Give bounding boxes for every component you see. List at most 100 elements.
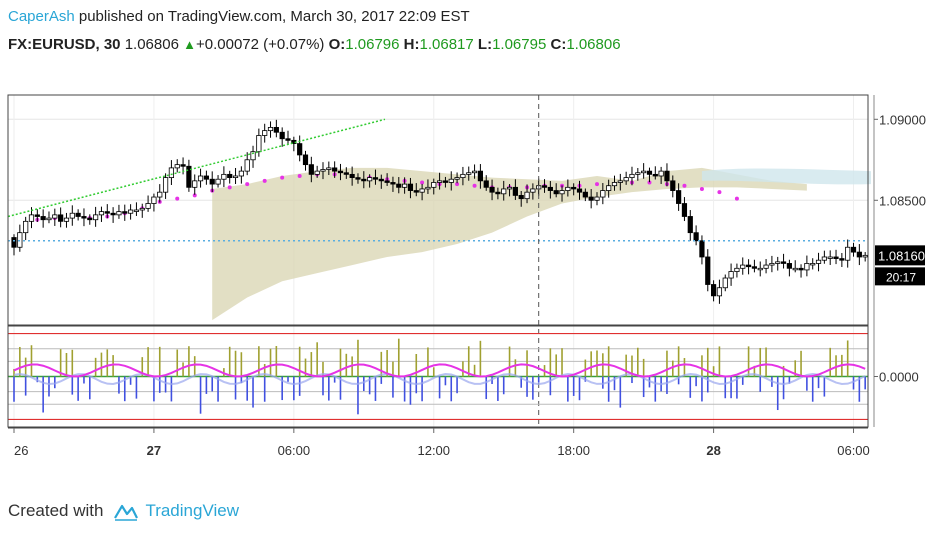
candle-body [186,165,192,188]
candle-body [769,263,775,266]
candle-body [34,214,40,217]
candle-body [745,264,752,268]
candle-body [23,220,29,234]
candle-body [699,240,705,258]
candle-body [565,186,571,191]
time-tick-label: 28 [706,443,720,458]
candle-body [180,164,186,167]
candle-body [297,143,303,156]
candle-body [436,180,443,183]
pane-frames [7,94,875,428]
ma-dot [297,173,302,178]
candle-body [58,214,64,222]
candle-body [775,261,781,264]
time-tick-label: 27 [147,443,161,458]
candle-body [40,216,46,221]
candle-body [728,271,734,279]
candle-body [629,173,635,179]
candle-body [635,172,641,175]
candle-body [856,251,862,258]
candle-body [209,178,215,185]
low-label: L: [477,36,493,53]
tradingview-brand-link[interactable]: TradingView [145,501,239,520]
candle-body [273,126,279,133]
candle-body [786,263,792,269]
candle-body [588,196,594,201]
oscillator-pane [8,332,868,421]
candle-body [267,126,274,132]
candle-body [676,190,682,204]
future-cloud-area [701,168,872,185]
last-price-label: 1.08160 [878,248,925,263]
candle-body [372,177,379,180]
candle-body [641,170,647,174]
candle-body [815,259,822,264]
candle-body [419,188,425,193]
candle-body [285,138,291,141]
price-change: +0.00072 (+0.07%) [195,36,325,53]
candle-body [489,186,495,193]
candle-body [87,217,93,221]
candle-body [658,170,664,177]
candle-body [693,232,699,242]
candle-body [687,216,693,234]
candle-body [810,263,816,266]
candlesticks [11,119,868,304]
candle-body [139,207,145,211]
osc-signal-line [13,372,866,386]
candle-body [93,214,99,221]
tradingview-logo-icon[interactable] [113,500,139,522]
ma-dot [682,183,687,188]
high-value: 1.06817 [419,36,474,53]
candle-body [495,191,501,195]
candle-body [28,214,35,222]
ma-dot [262,178,267,183]
candle-body [343,172,349,175]
candle-body [431,182,437,188]
candle-body [751,266,758,269]
open-value: 1.06796 [345,36,400,53]
candle-body [512,186,518,196]
candle-body [232,175,239,179]
candle-body [652,173,658,177]
candle-body [162,177,169,193]
candle-body [646,170,653,175]
candle-body [133,209,140,212]
candle-body [845,246,851,261]
author-link[interactable]: CaperAsh [8,8,75,25]
candle-body [606,185,612,191]
candle-body [81,216,87,219]
close-label: C: [550,36,567,53]
high-label: H: [403,36,420,53]
candle-body [145,203,151,209]
ma-dot [717,190,722,195]
candle-body [711,284,717,297]
candle-body [471,170,478,174]
ma-dot [192,193,197,198]
candle-body [413,190,419,193]
candle-body [734,267,740,272]
candle-body [320,169,326,172]
published-text: published on TradingView.com, March 30, … [74,8,470,25]
candle-body [262,130,268,136]
time-tick-label: 06:00 [837,443,870,458]
ma-dot [472,183,477,188]
candle-body [611,182,618,187]
candle-body [454,177,460,180]
publish-line: CaperAsh published on TradingView.com, M… [8,8,470,25]
candle-body [390,182,396,185]
candle-body [530,188,536,193]
ma-dot [734,196,739,201]
candle-body [553,190,559,195]
countdown-box [875,267,925,286]
candle-body [349,173,355,179]
ichimoku-cloud [212,167,872,321]
candle-body [716,287,723,297]
candle-body [466,172,472,175]
candle-body [722,277,728,289]
candle-body [617,180,623,183]
ma-dot [280,175,285,180]
candle-body [518,195,524,200]
ohlc-line: FX:EURUSD, 30 1.06806 ▲+0.00072 (+0.07%)… [8,36,621,53]
